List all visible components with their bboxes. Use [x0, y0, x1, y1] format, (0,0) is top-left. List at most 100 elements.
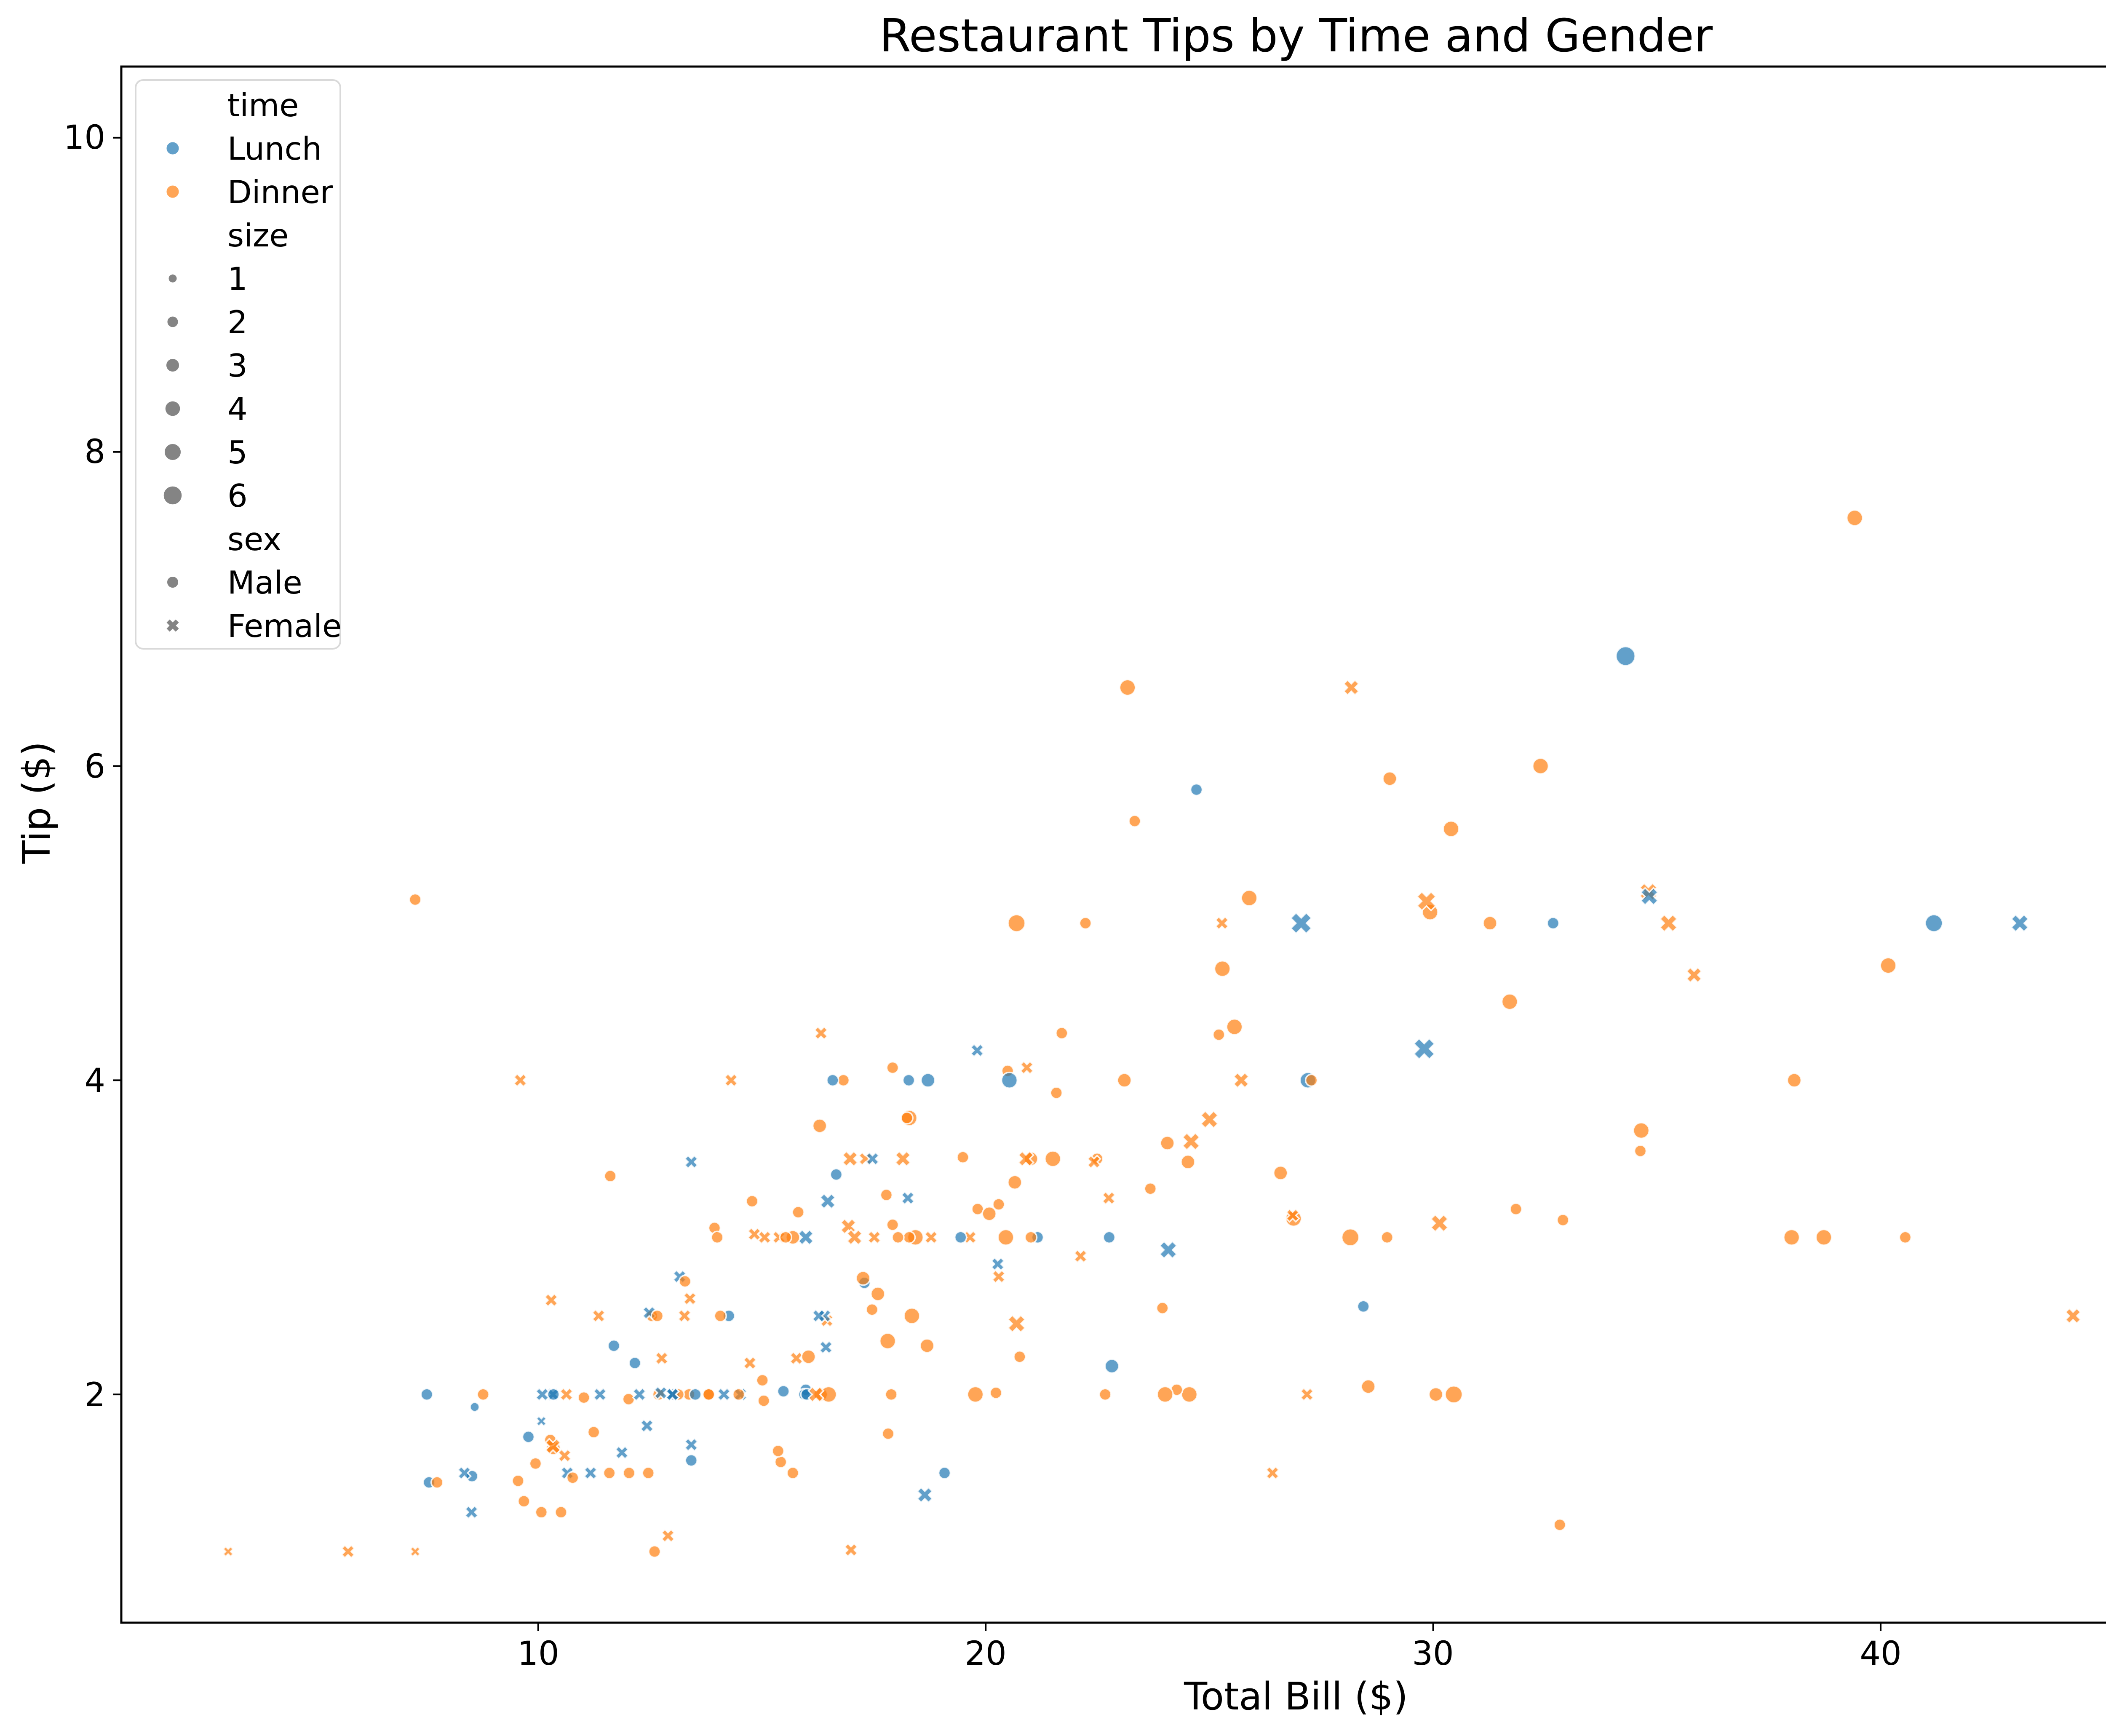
data-point	[1181, 1132, 1201, 1151]
data-point	[786, 1466, 800, 1480]
data-point	[855, 1270, 871, 1286]
data-point	[900, 1190, 915, 1206]
data-point	[797, 1228, 815, 1246]
data-point	[757, 1394, 771, 1407]
data-point	[1360, 1379, 1376, 1394]
data-point	[879, 1332, 897, 1350]
data-point	[1815, 1228, 1833, 1246]
data-point	[732, 1388, 746, 1401]
y-tick-label: 10	[64, 119, 105, 157]
legend-marker-4-circle-icon	[164, 400, 182, 417]
data-point	[648, 1545, 661, 1558]
data-point	[1640, 887, 1659, 906]
data-point	[1240, 889, 1258, 907]
data-point	[517, 1494, 531, 1508]
data-point	[774, 1455, 788, 1469]
data-point	[566, 1471, 580, 1485]
data-point	[771, 1444, 785, 1458]
data-point	[340, 1544, 355, 1559]
data-point	[544, 1437, 562, 1455]
legend-item-label: Dinner	[227, 174, 333, 211]
data-point	[903, 1307, 921, 1325]
data-point	[745, 1194, 759, 1208]
data-point	[222, 1545, 234, 1558]
legend-marker-male-circle-icon	[166, 575, 179, 589]
data-point	[1019, 1060, 1034, 1075]
data-point	[954, 1230, 967, 1244]
data-point	[1285, 1208, 1300, 1223]
data-point	[602, 1466, 616, 1480]
y-tick-label: 8	[84, 433, 105, 471]
data-point	[622, 1466, 636, 1480]
data-point	[779, 1230, 793, 1244]
data-point	[591, 1308, 606, 1324]
data-point	[1783, 1228, 1801, 1246]
data-point	[587, 1425, 601, 1439]
data-point	[970, 1043, 985, 1058]
data-point	[1615, 645, 1636, 667]
data-point	[989, 1386, 1003, 1400]
legend-item-label: 2	[227, 304, 248, 341]
legend-item-label: Female	[227, 607, 342, 645]
data-point	[997, 1228, 1015, 1246]
data-point	[554, 1506, 568, 1519]
data-point	[1007, 914, 1026, 933]
y-tick-labels: 2 4 6 8 10	[64, 119, 105, 1414]
data-point	[711, 1230, 724, 1244]
data-point	[1380, 1230, 1394, 1244]
data-point	[813, 1025, 829, 1041]
data-point	[829, 1168, 843, 1181]
data-point	[1659, 913, 1678, 933]
data-point	[1102, 1230, 1116, 1244]
data-point	[777, 1384, 790, 1398]
data-point	[684, 1154, 699, 1169]
data-point	[1128, 814, 1141, 828]
data-point	[1007, 1174, 1023, 1190]
data-point	[1214, 915, 1229, 931]
data-point	[807, 1386, 825, 1403]
data-point	[1181, 1386, 1198, 1403]
legend: time Lunch Dinner size 1 2 3 4 5 6 sex Male Female	[135, 79, 342, 650]
data-point	[544, 1292, 559, 1308]
data-point	[843, 1542, 858, 1557]
legend-marker-2-circle-icon	[166, 315, 179, 329]
data-point	[1079, 916, 1092, 930]
legend-item-label: 4	[227, 391, 248, 428]
data-point	[408, 893, 422, 907]
data-point	[891, 1230, 905, 1244]
data-point	[559, 1387, 574, 1402]
data-point	[1924, 914, 1943, 933]
data-point	[1382, 771, 1398, 786]
data-point	[789, 1351, 804, 1366]
data-point	[614, 1445, 630, 1460]
data-point	[1086, 1154, 1101, 1169]
x-tick-label: 40	[1860, 1635, 1901, 1673]
data-point	[653, 1385, 668, 1401]
legend-marker-dinner-circle-icon	[165, 184, 180, 199]
data-point	[1304, 1073, 1318, 1087]
data-point	[1044, 1150, 1062, 1168]
data-point	[886, 1218, 899, 1232]
data-point	[1119, 679, 1136, 696]
x-tick-label: 30	[1412, 1635, 1454, 1673]
data-point	[1156, 1301, 1169, 1315]
data-point	[902, 1073, 916, 1087]
legend-item-label: 6	[227, 477, 248, 514]
data-point	[967, 1386, 984, 1403]
legend-section-title: sex	[227, 521, 281, 558]
legend-marker-lunch-circle-icon	[165, 141, 180, 156]
data-point	[632, 1387, 647, 1402]
data-point	[577, 1391, 591, 1404]
data-point	[990, 1257, 1005, 1272]
data-point	[820, 1386, 837, 1403]
legend-item-label: Male	[227, 564, 302, 601]
data-point	[812, 1118, 828, 1134]
data-point	[639, 1418, 655, 1434]
data-point	[916, 1486, 933, 1504]
data-point	[956, 1150, 970, 1164]
data-point	[682, 1291, 698, 1306]
data-point	[819, 1193, 837, 1210]
data-point	[688, 1388, 702, 1401]
data-point	[1685, 966, 1703, 984]
